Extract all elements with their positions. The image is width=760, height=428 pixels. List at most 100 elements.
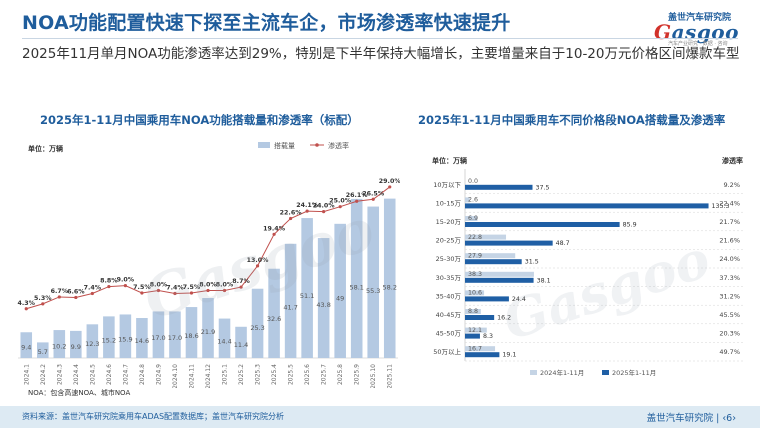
y-tick-label: 25-30万 [436, 255, 462, 263]
x-tick-label: 2024.8 [139, 364, 146, 385]
x-tick-label: 2025.1 [222, 364, 229, 385]
bar-2024 [465, 253, 516, 259]
bar-2024 [465, 216, 478, 221]
legend-swatch-2025 [602, 370, 609, 375]
bar-value-label: 58.1 [349, 283, 363, 291]
bar-2024-label: 12.1 [468, 327, 482, 334]
bar-value-label: 15.9 [118, 335, 132, 343]
bar-2025 [465, 203, 709, 209]
bar-2025.6 [301, 218, 313, 358]
x-tick-label: 2025.3 [255, 364, 262, 385]
rate-point [239, 285, 243, 289]
page-title: NOA功能配置快速下探至主流车企，市场渗透率快速提升 [22, 12, 511, 34]
legend-marker-line [315, 143, 319, 147]
footer-source: 资料来源：盖世汽车研究院乘用车ADAS配置数据库；盖世汽车研究院分析 [22, 412, 285, 421]
right-chart-unit: 单位：万辆 [432, 157, 467, 165]
x-tick-label: 2025.6 [304, 364, 311, 385]
bar-2025 [465, 296, 509, 302]
bar-2025-label: 24.4 [512, 296, 526, 303]
rate-label: 8.0% [150, 282, 168, 289]
bar-2024 [465, 234, 507, 240]
bar-2024.5 [86, 324, 99, 358]
x-tick-label: 2024.7 [122, 364, 129, 385]
rate-value: 21.7% [719, 218, 740, 226]
bar-2025-label: 48.7 [556, 240, 570, 247]
rate-label: 8.8% [100, 278, 118, 285]
rate-point [388, 185, 392, 189]
x-tick-label: 2024.9 [155, 364, 162, 385]
bar-2024-label: 2.6 [468, 197, 478, 204]
rate-label: 6.7% [51, 288, 69, 295]
x-tick-label: 2025.4 [271, 364, 278, 385]
rate-label: 5.3% [34, 295, 52, 302]
bar-2025 [465, 259, 522, 265]
rate-value: 22.4% [719, 199, 740, 207]
bar-2025 [465, 277, 534, 283]
footer-brand: 盖世汽车研究院 | ‹6› [646, 413, 736, 424]
bar-2025 [465, 333, 480, 339]
left-chart-unit: 单位：万辆 [28, 145, 63, 153]
x-tick-label: 2024.11 [188, 364, 195, 388]
bar-2024.3 [53, 330, 66, 358]
bar-2024-label: 27.9 [468, 252, 482, 259]
y-tick-label: 10万以下 [433, 181, 461, 189]
y-tick-label: 50万以上 [433, 347, 461, 356]
x-tick-label: 2025.11 [387, 364, 394, 388]
rate-label: 7.4% [84, 284, 102, 291]
left-chart: 搭载量 渗透率 9.4 2024.1 5.7 2024.2 10.2 2024.3 9.9 202… [18, 141, 400, 388]
logo-subtext: 汽车产业研究 · 数据 · 咨询 [668, 41, 728, 47]
x-tick-label: 2025.2 [238, 364, 245, 385]
bar-value-label: 49 [336, 295, 344, 303]
rate-label: 24.0% [313, 203, 336, 210]
bar-2025.11 [383, 198, 396, 358]
bar-2025-label: 135.3 [712, 203, 730, 210]
bar-2025-label: 38.1 [537, 277, 551, 284]
legend-swatch-bar [258, 142, 270, 148]
bar-2024.11 [185, 307, 198, 358]
bar-value-label: 14.6 [135, 337, 149, 345]
y-tick-label: 15-20万 [436, 218, 462, 226]
y-tick-label: 40-45万 [436, 311, 462, 319]
right-chart: 10万以下 0.0 37.5 9.2% 10-15万 2.6 135.322.4% 15-20… [433, 169, 745, 377]
bar-value-label: 25.3 [250, 324, 264, 332]
rate-value: 9.2% [723, 181, 740, 189]
bar-value-label: 18.6 [184, 332, 198, 340]
bar-2024.8 [136, 318, 148, 358]
bar-2024 [465, 346, 496, 352]
rate-point [74, 295, 78, 300]
bar-2024.9 [152, 311, 165, 358]
bar-2025-label: 85.9 [623, 222, 637, 229]
legend-label-line: 渗透率 [328, 141, 349, 150]
rate-label: 24.1% [296, 202, 319, 209]
y-tick-label: 45-50万 [436, 330, 462, 338]
bar-2025 [465, 222, 620, 227]
bar-2024 [465, 197, 470, 203]
rate-label: 26.5% [362, 190, 385, 197]
rate-point [289, 216, 293, 221]
x-tick-label: 2024.12 [205, 364, 212, 388]
rate-label: 25.0% [329, 198, 352, 205]
y-tick-label: 35-40万 [436, 292, 462, 300]
bar-2024-label: 10.6 [468, 290, 482, 297]
rate-label: 7.5% [183, 284, 201, 291]
x-tick-label: 2025.9 [354, 364, 361, 385]
bar-2024.10 [169, 311, 181, 358]
bar-2025.7 [317, 238, 330, 358]
rate-value: 21.6% [719, 237, 740, 245]
right-chart-title: 2025年1-11月中国乘用车不同价格段NOA搭载量及渗透率 [418, 113, 726, 127]
legend-swatch-2024 [530, 370, 537, 375]
rate-point [255, 264, 260, 268]
bar-2025 [465, 240, 553, 246]
bar-2025.2 [235, 326, 247, 358]
rate-label: 9.0% [117, 277, 135, 284]
bar-2024 [465, 290, 485, 296]
rate-point [338, 205, 342, 209]
rate-label: 7.5% [133, 284, 151, 291]
rate-point [222, 288, 227, 293]
rate-label: 8.0% [216, 282, 234, 289]
rate-label: 26.1% [346, 192, 369, 199]
bar-2025-label: 8.3 [483, 333, 493, 340]
bar-2025.3 [251, 288, 264, 358]
x-tick-label: 2024.3 [56, 364, 63, 385]
bar-2024-label: 16.7 [468, 345, 482, 352]
